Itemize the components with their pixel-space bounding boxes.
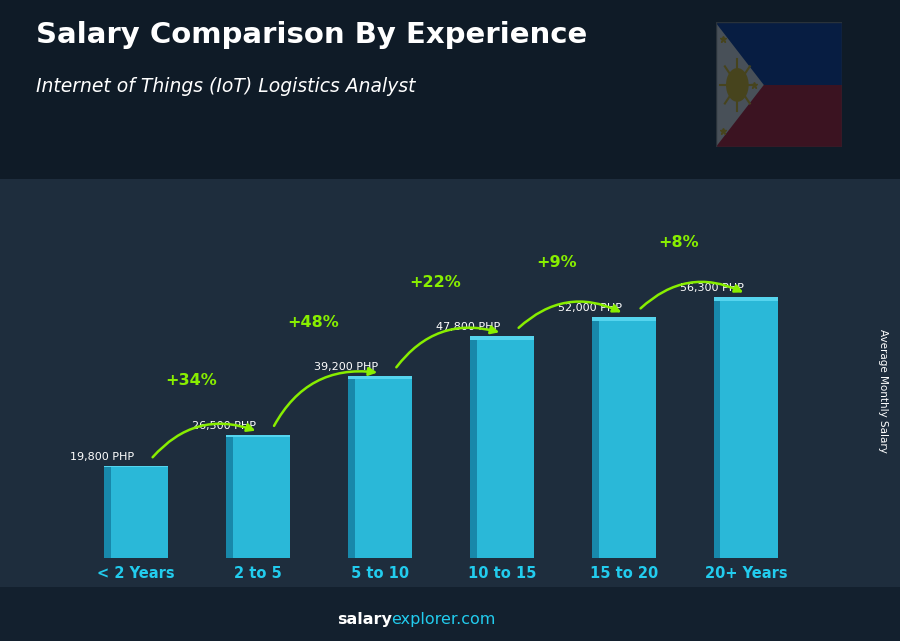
- Bar: [716, 85, 842, 147]
- Text: 26,500 PHP: 26,500 PHP: [192, 421, 256, 431]
- Text: 19,800 PHP: 19,800 PHP: [70, 452, 134, 462]
- Text: +48%: +48%: [287, 315, 338, 329]
- Bar: [592, 317, 655, 320]
- Bar: [716, 22, 842, 85]
- Circle shape: [726, 68, 749, 102]
- Text: 52,000 PHP: 52,000 PHP: [558, 303, 622, 313]
- Bar: [714, 297, 778, 301]
- Text: 56,300 PHP: 56,300 PHP: [680, 283, 743, 293]
- Text: +34%: +34%: [166, 373, 217, 388]
- Text: +9%: +9%: [536, 255, 577, 271]
- Text: Internet of Things (IoT) Logistics Analyst: Internet of Things (IoT) Logistics Analy…: [36, 77, 416, 96]
- Bar: [111, 466, 168, 558]
- Bar: [233, 435, 290, 558]
- Bar: [471, 337, 477, 558]
- Text: 47,800 PHP: 47,800 PHP: [436, 322, 500, 333]
- Text: +22%: +22%: [409, 275, 461, 290]
- Text: explorer.com: explorer.com: [392, 612, 496, 627]
- Text: salary: salary: [337, 612, 392, 627]
- Bar: [348, 376, 355, 558]
- Bar: [721, 297, 778, 558]
- Bar: [348, 376, 411, 379]
- Bar: [227, 435, 290, 437]
- Polygon shape: [716, 22, 764, 147]
- Text: +8%: +8%: [659, 235, 699, 251]
- Bar: [592, 317, 598, 558]
- Bar: [714, 297, 721, 558]
- Bar: [355, 376, 411, 558]
- Bar: [104, 466, 111, 558]
- Text: Average Monthly Salary: Average Monthly Salary: [878, 329, 887, 453]
- Bar: [104, 466, 168, 467]
- Bar: [471, 337, 534, 340]
- Bar: [227, 435, 233, 558]
- Bar: [477, 337, 534, 558]
- Bar: [598, 317, 655, 558]
- Text: Salary Comparison By Experience: Salary Comparison By Experience: [36, 21, 587, 49]
- Text: 39,200 PHP: 39,200 PHP: [314, 362, 378, 372]
